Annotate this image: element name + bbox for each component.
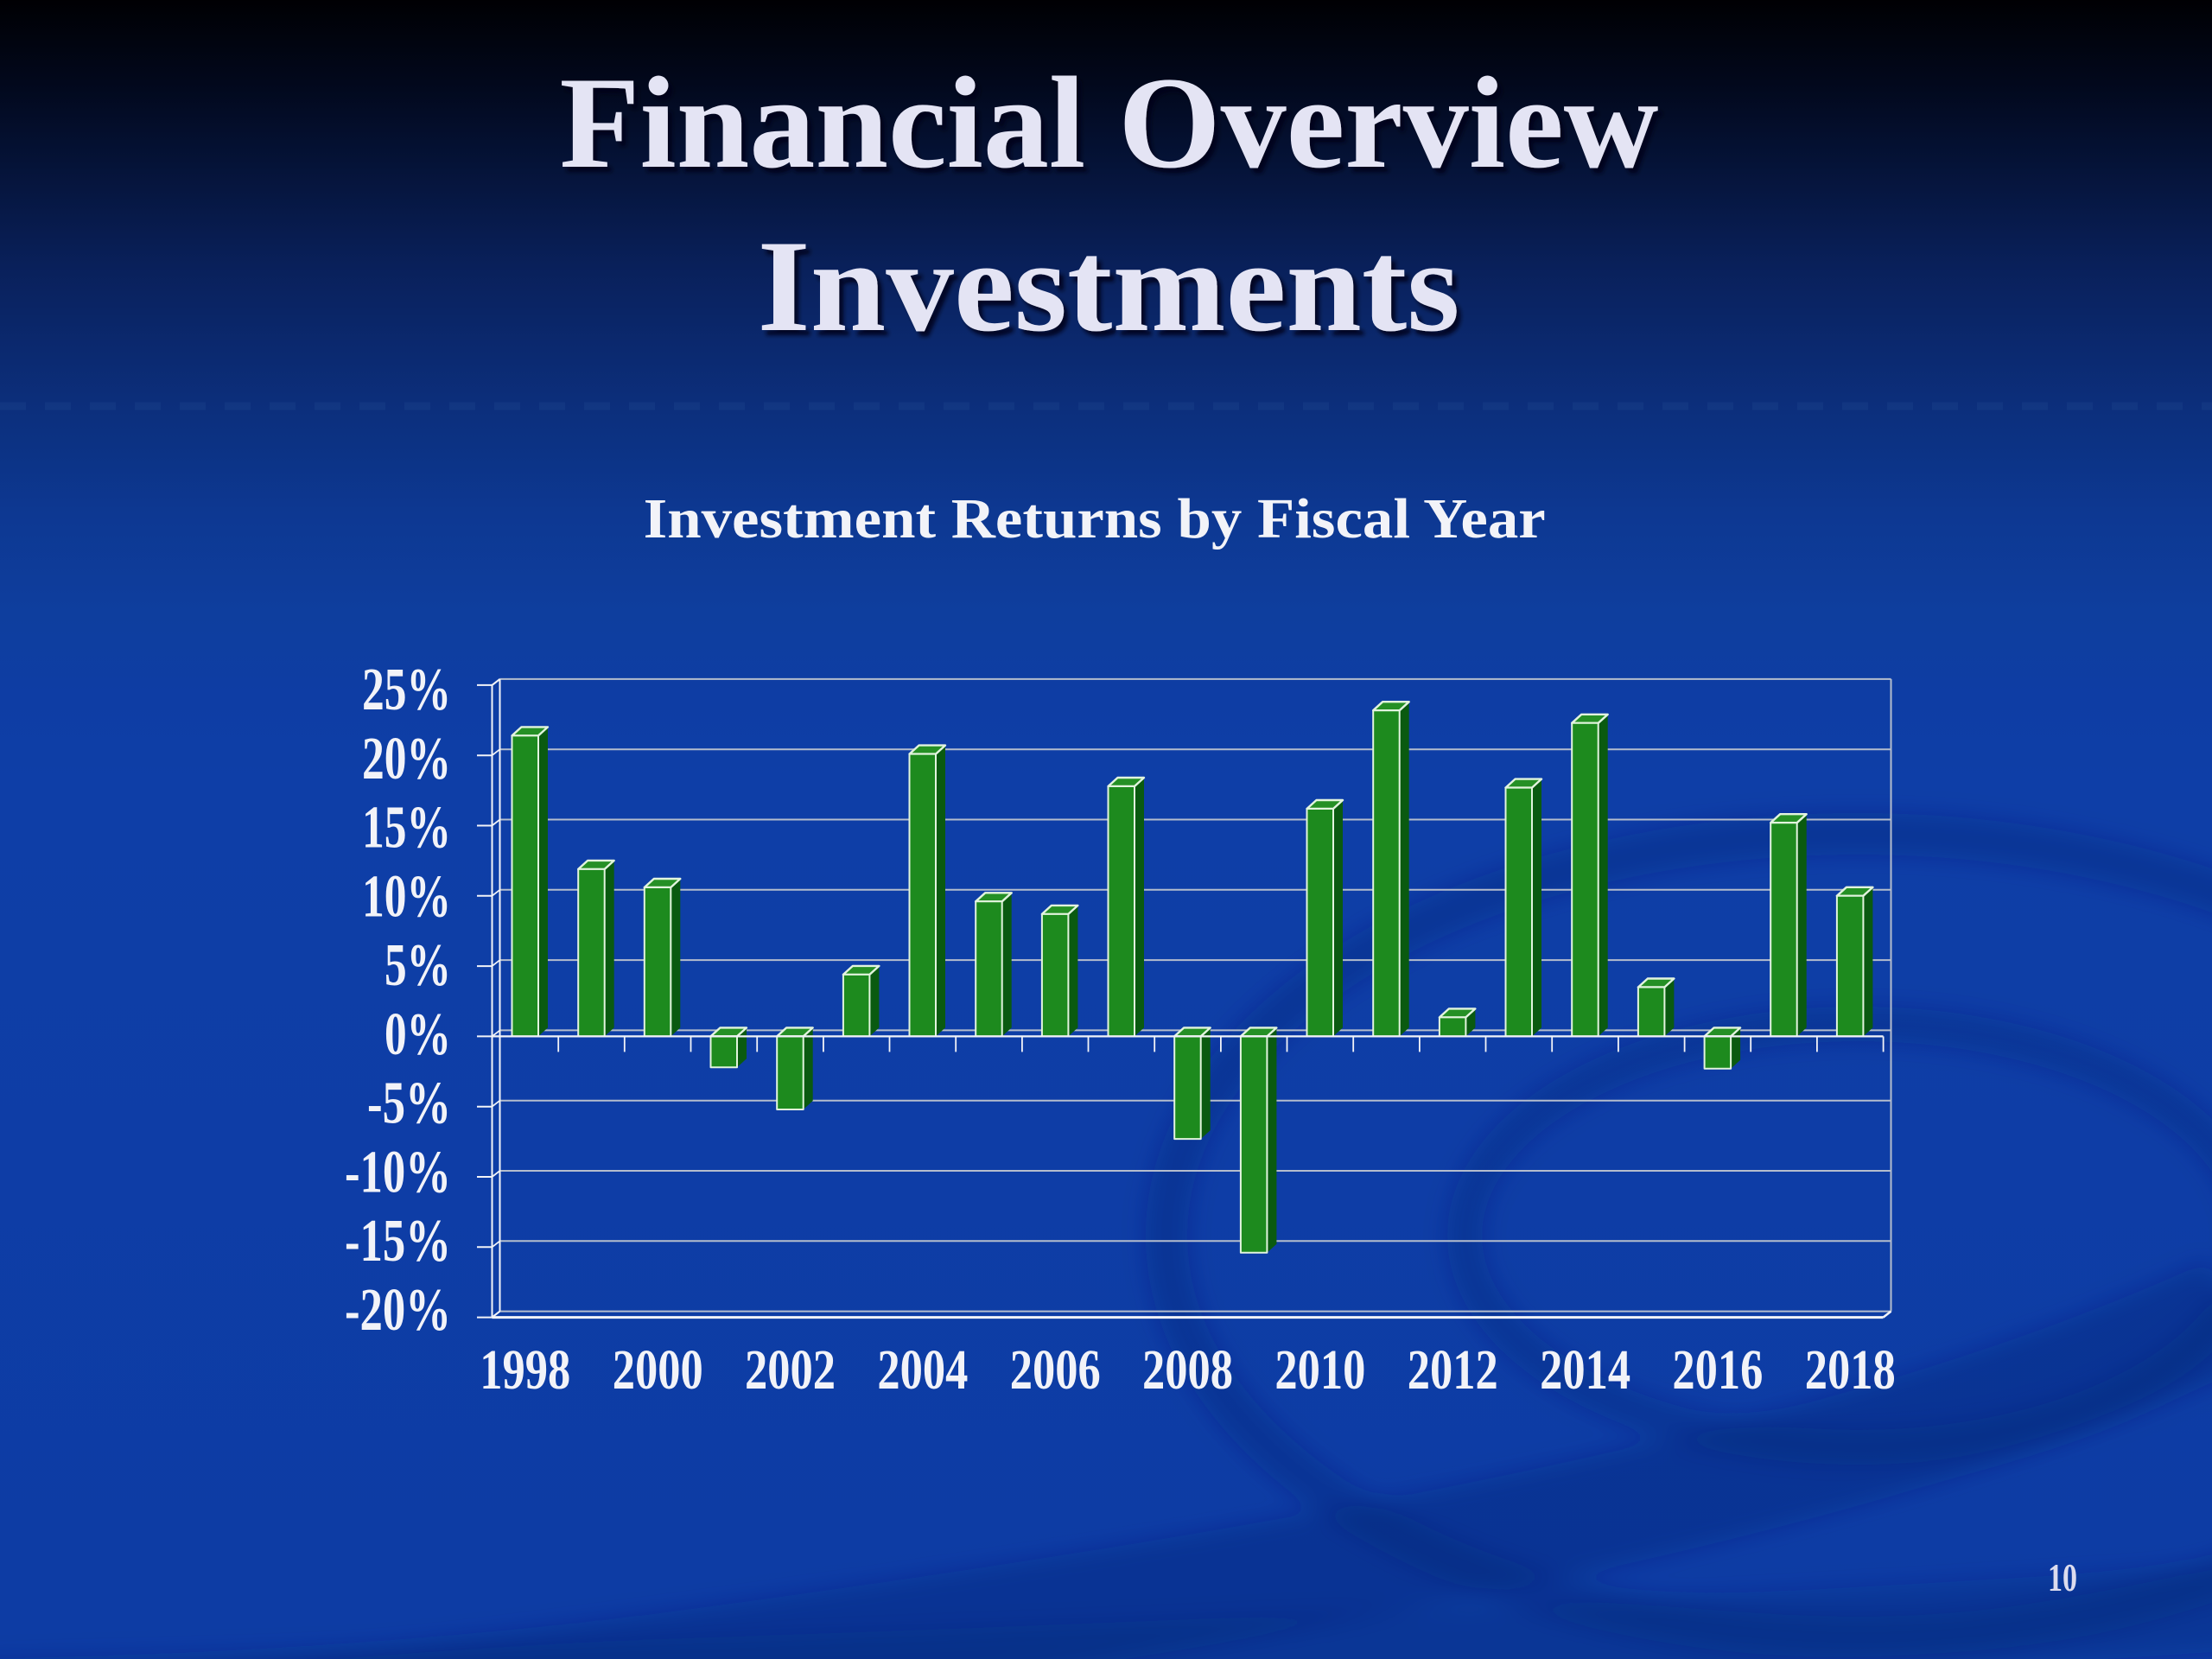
svg-text:Investment Returns by Fiscal Y: Investment Returns by Fiscal Year — [644, 487, 1546, 550]
svg-text:2008: 2008 — [1142, 1338, 1233, 1402]
svg-text:20%: 20% — [362, 726, 451, 792]
svg-text:2018: 2018 — [1805, 1338, 1896, 1402]
svg-text:-20%: -20% — [345, 1277, 451, 1344]
svg-text:10%: 10% — [362, 863, 451, 930]
svg-text:2016: 2016 — [1672, 1338, 1763, 1402]
svg-text:-5%: -5% — [367, 1071, 451, 1137]
svg-text:25%: 25% — [362, 657, 451, 723]
svg-text:2000: 2000 — [613, 1338, 703, 1402]
svg-text:2012: 2012 — [1408, 1338, 1498, 1402]
svg-text:5%: 5% — [385, 932, 451, 999]
svg-text:10: 10 — [2048, 1555, 2077, 1599]
svg-text:2010: 2010 — [1274, 1338, 1365, 1402]
svg-text:2006: 2006 — [1010, 1338, 1101, 1402]
svg-text:2004: 2004 — [877, 1338, 968, 1402]
svg-text:2014: 2014 — [1540, 1338, 1630, 1402]
svg-text:-15%: -15% — [345, 1208, 451, 1274]
svg-text:Investments: Investments — [758, 213, 1460, 359]
svg-text:0%: 0% — [385, 1001, 451, 1068]
svg-text:Financial Overview: Financial Overview — [560, 50, 1659, 195]
svg-text:-10%: -10% — [345, 1139, 451, 1205]
svg-text:1998: 1998 — [480, 1338, 570, 1402]
svg-text:2002: 2002 — [745, 1338, 836, 1402]
svg-text:15%: 15% — [362, 795, 451, 861]
